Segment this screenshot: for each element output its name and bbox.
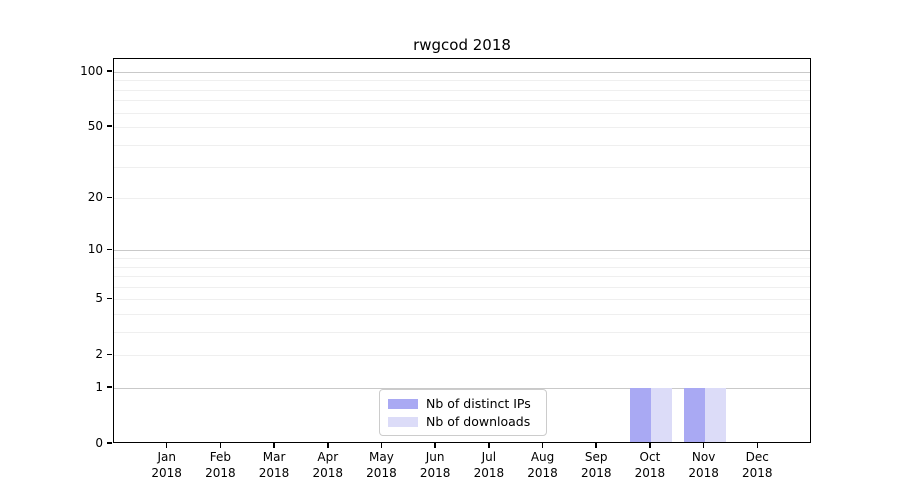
x-tick-mark xyxy=(649,443,651,448)
x-tick-label-jul: Jul 2018 xyxy=(473,450,505,480)
bar-downloads-oct xyxy=(650,387,672,443)
x-tick-label-jan: Jan 2018 xyxy=(151,450,182,480)
minor-gridline xyxy=(114,299,810,301)
minor-gridline xyxy=(114,286,810,288)
plot-area xyxy=(113,58,811,443)
minor-gridline xyxy=(114,331,810,333)
minor-gridline xyxy=(114,266,810,268)
x-tick-mark xyxy=(165,443,168,448)
bar-distinct-ips-nov xyxy=(683,387,705,443)
y-tick-label: 0 xyxy=(95,435,103,450)
legend-entry-downloads: Nb of downloads xyxy=(388,414,538,429)
x-tick-label-jun: Jun 2018 xyxy=(419,450,451,480)
minor-gridline xyxy=(114,276,810,278)
x-tick-label-feb: Feb 2018 xyxy=(205,450,236,480)
x-tick-mark xyxy=(488,443,490,448)
legend: Nb of distinct IPs Nb of downloads xyxy=(379,389,547,436)
x-tick-mark xyxy=(541,443,544,448)
minor-gridline xyxy=(114,258,810,260)
y-tick-mark xyxy=(107,70,112,72)
minor-gridline xyxy=(114,198,810,200)
x-tick-label-aug: Aug 2018 xyxy=(527,450,558,480)
y-tick-label: 2 xyxy=(95,347,103,362)
x-tick-label-sep: Sep 2018 xyxy=(580,450,612,480)
chart-title: rwgcod 2018 xyxy=(413,36,511,54)
x-tick-mark xyxy=(219,443,222,448)
x-tick-mark xyxy=(273,443,275,448)
major-gridline xyxy=(114,250,810,252)
bar-downloads-nov xyxy=(704,387,726,443)
x-tick-mark xyxy=(702,443,705,448)
x-tick-label-mar: Mar 2018 xyxy=(258,450,290,480)
y-tick-mark xyxy=(107,125,112,127)
y-tick-label: 100 xyxy=(80,63,103,78)
y-tick-label: 50 xyxy=(87,118,103,133)
x-tick-label-apr: Apr 2018 xyxy=(312,450,344,480)
y-tick-label: 1 xyxy=(95,379,103,394)
minor-gridline xyxy=(114,89,810,91)
y-tick-mark xyxy=(107,353,112,356)
bar-distinct-ips-oct xyxy=(629,387,651,443)
minor-gridline xyxy=(114,112,810,114)
y-tick-mark xyxy=(107,196,112,199)
x-tick-mark xyxy=(434,443,436,448)
y-tick-mark xyxy=(107,248,112,251)
major-gridline xyxy=(114,387,810,389)
x-tick-label-oct: Oct 2018 xyxy=(634,450,666,480)
legend-label-downloads: Nb of downloads xyxy=(426,414,531,429)
y-tick-label: 20 xyxy=(87,190,103,205)
y-tick-label: 10 xyxy=(87,242,103,257)
legend-label-distinct-ips: Nb of distinct IPs xyxy=(426,396,531,411)
major-gridline xyxy=(114,71,810,73)
x-tick-label-nov: Nov 2018 xyxy=(688,450,719,480)
y-tick-label: 5 xyxy=(95,291,103,306)
legend-swatch-distinct-ips xyxy=(388,398,418,409)
y-tick-mark xyxy=(107,442,112,444)
x-tick-mark xyxy=(595,443,597,448)
minor-gridline xyxy=(114,313,810,315)
minor-gridline xyxy=(114,355,810,357)
minor-gridline xyxy=(114,167,810,169)
y-tick-mark xyxy=(107,386,112,388)
legend-swatch-downloads xyxy=(388,416,418,427)
y-tick-mark xyxy=(107,297,112,300)
x-tick-mark xyxy=(756,443,759,448)
x-tick-mark xyxy=(380,443,383,448)
x-tick-label-dec: Dec 2018 xyxy=(742,450,773,480)
x-tick-mark xyxy=(327,443,329,448)
legend-entry-distinct-ips: Nb of distinct IPs xyxy=(388,396,538,411)
minor-gridline xyxy=(114,100,810,102)
minor-gridline xyxy=(114,126,810,128)
minor-gridline xyxy=(114,80,810,82)
minor-gridline xyxy=(114,144,810,146)
x-tick-label-may: May 2018 xyxy=(366,450,397,480)
